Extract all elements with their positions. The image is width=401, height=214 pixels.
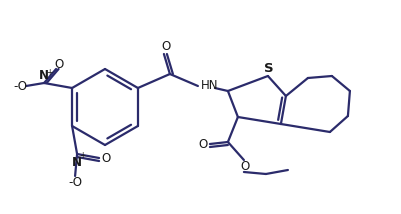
Text: O: O bbox=[55, 58, 64, 70]
Text: O: O bbox=[240, 160, 249, 174]
Text: +: + bbox=[79, 151, 85, 160]
Text: HN: HN bbox=[201, 79, 219, 92]
Text: O: O bbox=[101, 153, 111, 165]
Text: -O: -O bbox=[68, 177, 82, 190]
Text: +: + bbox=[46, 68, 52, 77]
Text: -O: -O bbox=[13, 79, 27, 92]
Text: O: O bbox=[161, 40, 170, 52]
Text: S: S bbox=[264, 61, 274, 74]
Text: N: N bbox=[72, 156, 82, 169]
Text: O: O bbox=[198, 138, 208, 152]
Text: N: N bbox=[39, 69, 49, 82]
